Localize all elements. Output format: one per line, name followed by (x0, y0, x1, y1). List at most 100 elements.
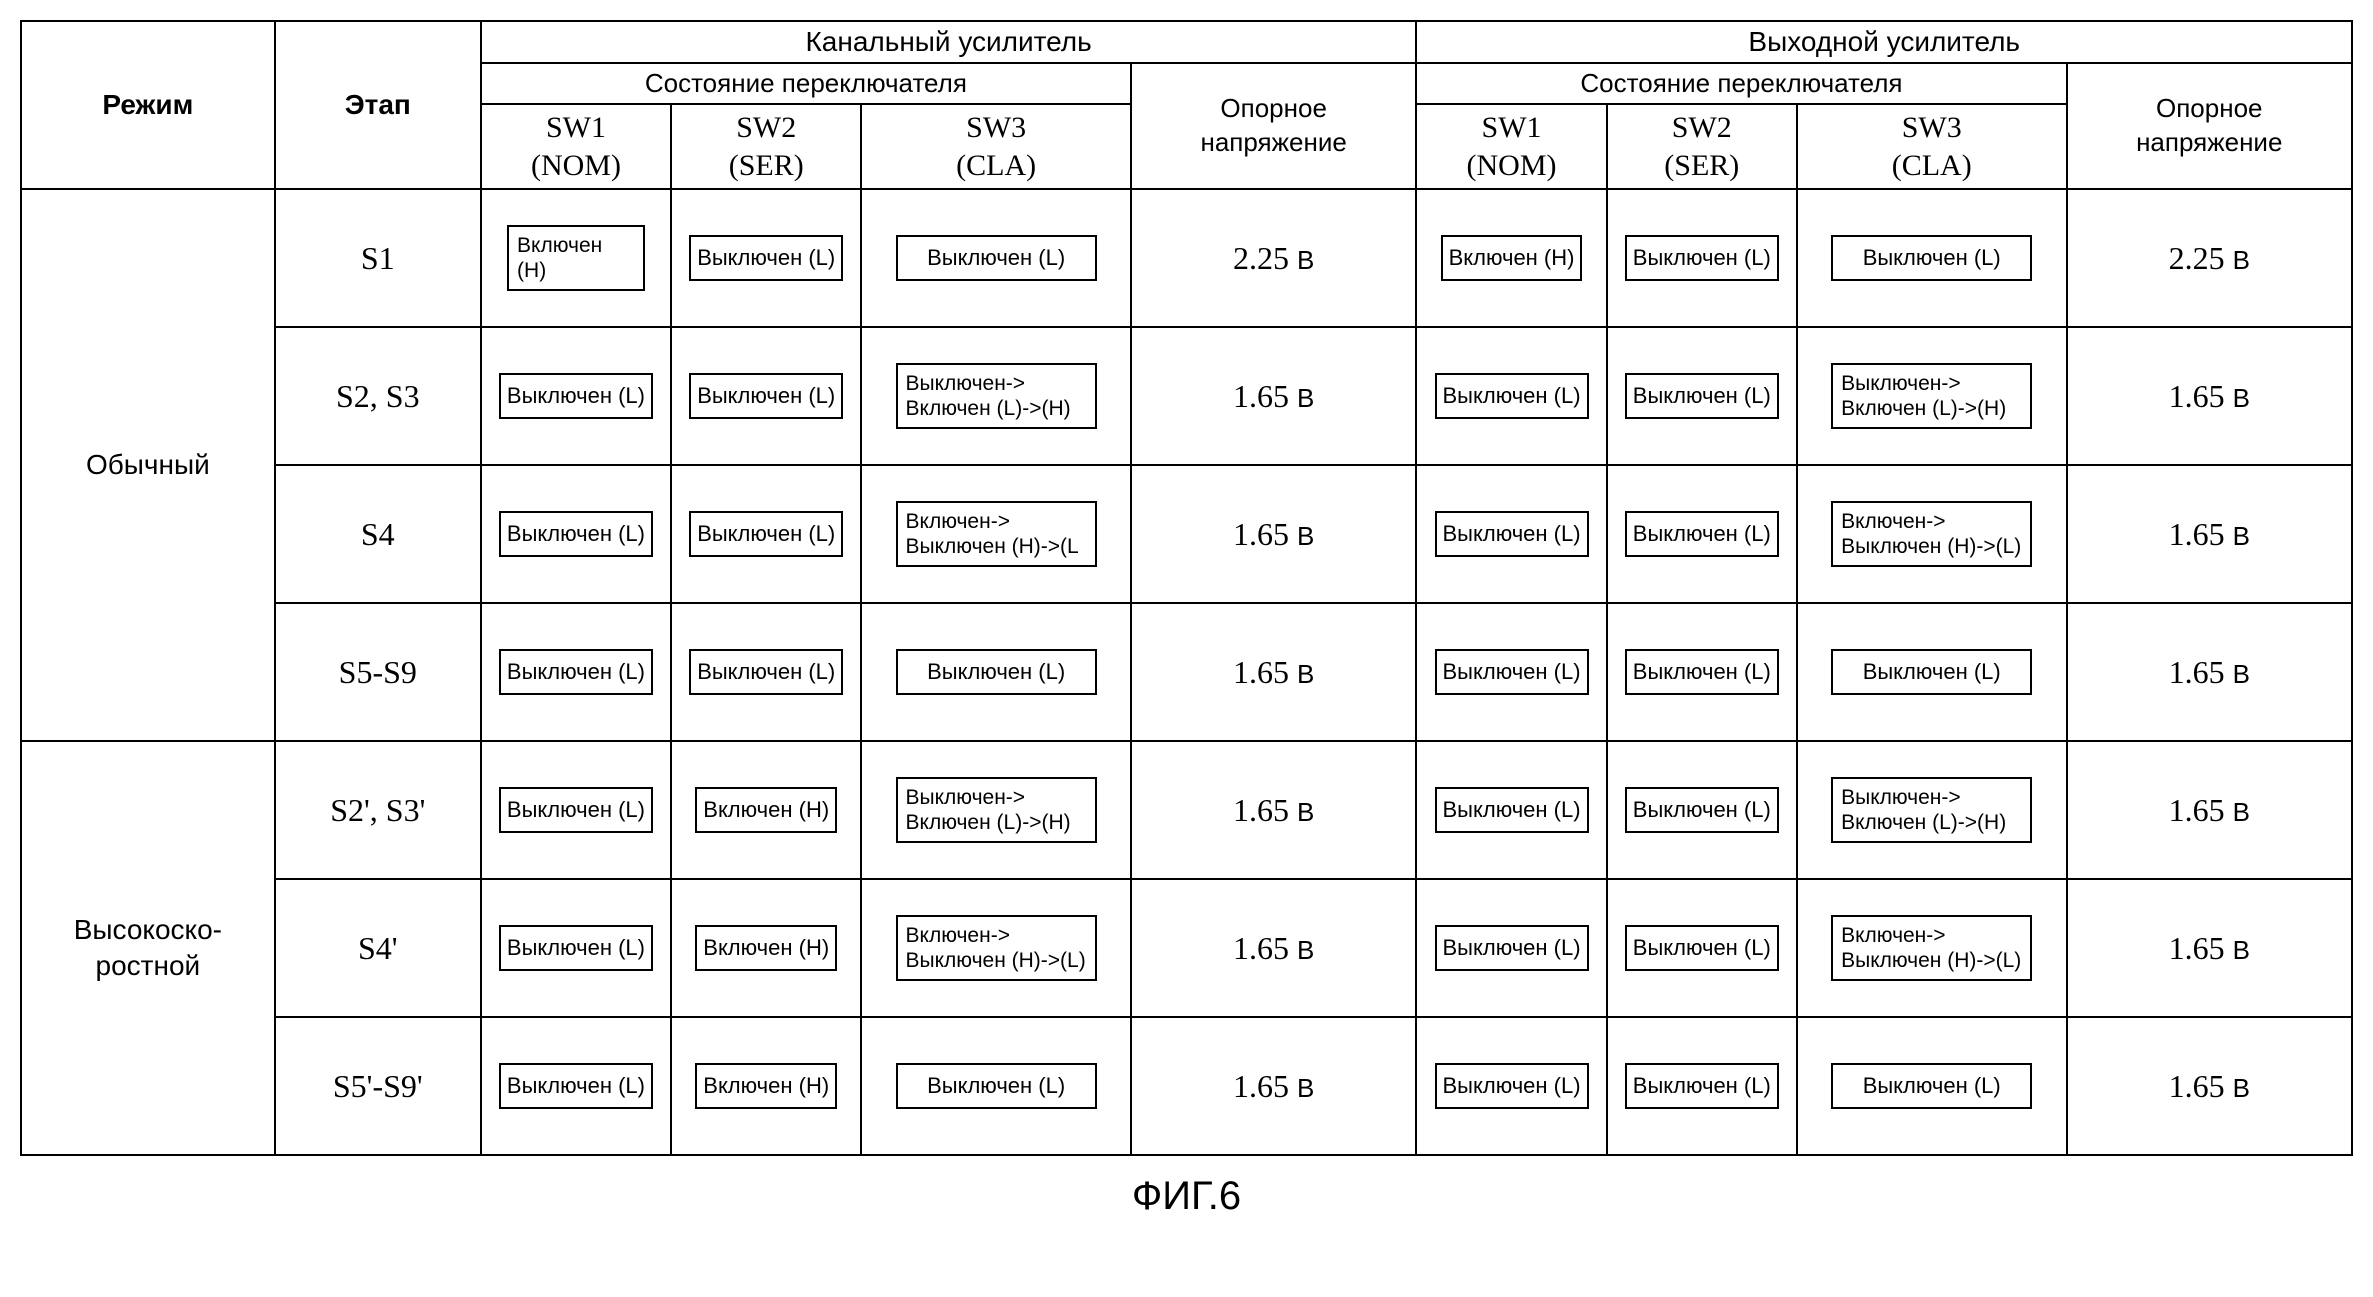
stage-cell: S1 (275, 189, 481, 327)
table-cell: Выключен (L) (1607, 327, 1797, 465)
value-box: Выключен (L) (499, 373, 653, 419)
ref-value: 1.65 (2169, 792, 2233, 828)
table-cell: Включен->Выключен (H)->(L) (1797, 879, 2067, 1017)
header-out-sw1: SW1 (NOM) (1416, 104, 1606, 189)
ref-value: 2.25 (2169, 240, 2233, 276)
ref-value: 2.25 (1233, 240, 1297, 276)
header-stage: Этап (275, 21, 481, 189)
sw1-sub: (NOM) (531, 149, 621, 182)
table-cell: Включен (H) (671, 879, 861, 1017)
ref-value: 1.65 (2169, 930, 2233, 966)
value-box: Выключен (L) (499, 649, 653, 695)
table-cell: Выключен->Включен (L)->(H) (1797, 327, 2067, 465)
value-box: Выключен (L) (499, 787, 653, 833)
ref-voltage-cell: 1.65 В (1131, 1017, 1416, 1155)
ref-voltage-cell: 1.65 В (1131, 327, 1416, 465)
ref-value: 1.65 (2169, 516, 2233, 552)
value-box: Выключен (L) (1831, 235, 2032, 281)
table-cell: Выключен (L) (481, 879, 671, 1017)
ref-unit: В (1297, 935, 1314, 965)
value-box: Выключен->Включен (L)->(H) (1831, 363, 2032, 429)
table-cell: Выключен (L) (1416, 879, 1606, 1017)
ref-voltage-cell: 1.65 В (2067, 465, 2353, 603)
value-box: Включен->Выключен (H)->(L (896, 501, 1097, 567)
table-cell: Выключен (L) (1416, 603, 1606, 741)
sw2-sub: (SER) (729, 149, 804, 182)
ref-unit: В (2233, 521, 2250, 551)
ref-unit: В (1297, 245, 1314, 275)
table-cell: Включен->Выключен (H)->(L) (861, 879, 1131, 1017)
header-out-sw2: SW2 (SER) (1607, 104, 1797, 189)
ref-voltage-cell: 1.65 В (1131, 741, 1416, 879)
value-box: Выключен (L) (689, 235, 843, 281)
header-out-ref: Опорное напряжение (2067, 63, 2353, 189)
stage-cell: S5'-S9' (275, 1017, 481, 1155)
header-ch-sw-state: Состояние переключателя (481, 63, 1131, 104)
header-ch-sw1: SW1 (NOM) (481, 104, 671, 189)
table-cell: Выключен (L) (671, 465, 861, 603)
header-mode: Режим (21, 21, 275, 189)
ref-voltage-cell: 1.65 В (2067, 741, 2353, 879)
sw2-sub: (SER) (1664, 149, 1739, 182)
table-cell: Выключен (L) (1607, 603, 1797, 741)
ref-value: 1.65 (1233, 792, 1297, 828)
ref-voltage-cell: 1.65 В (2067, 1017, 2353, 1155)
table-cell: Выключен (L) (1797, 189, 2067, 327)
value-box: Выключен (L) (1625, 511, 1779, 557)
ref-value: 1.65 (1233, 930, 1297, 966)
table-row: S5'-S9'Выключен (L)Включен (H)Выключен (… (21, 1017, 2352, 1155)
table-cell: Выключен (L) (861, 1017, 1131, 1155)
ref-value: 1.65 (2169, 378, 2233, 414)
table-row: Высокоско-ростнойS2', S3'Выключен (L)Вкл… (21, 741, 2352, 879)
value-box: Включен (H) (695, 925, 837, 971)
ref-unit: В (1297, 383, 1314, 413)
ref-voltage-cell: 1.65 В (2067, 327, 2353, 465)
table-cell: Выключен (L) (481, 741, 671, 879)
ref-unit: В (1297, 659, 1314, 689)
table-cell: Выключен (L) (671, 603, 861, 741)
value-box: Выключен (L) (1831, 1063, 2032, 1109)
table-cell: Выключен (L) (1607, 741, 1797, 879)
value-box: Выключен (L) (499, 1063, 653, 1109)
sw3-label: SW3 (1902, 111, 1962, 144)
sw3-sub: (CLA) (956, 149, 1036, 182)
value-box: Выключен (L) (1831, 649, 2032, 695)
ref-voltage-cell: 1.65 В (2067, 603, 2353, 741)
table-cell: Выключен (L) (1416, 327, 1606, 465)
sw2-label: SW2 (736, 111, 796, 144)
table-cell: Выключен (L) (1607, 1017, 1797, 1155)
stage-cell: S4' (275, 879, 481, 1017)
table-cell: Выключен (L) (1797, 603, 2067, 741)
value-box: Включен->Выключен (H)->(L) (896, 915, 1097, 981)
ref-value: 1.65 (1233, 1068, 1297, 1104)
stage-cell: S4 (275, 465, 481, 603)
value-box: Выключен (L) (1435, 787, 1589, 833)
ref-unit: В (2233, 659, 2250, 689)
header-output-amp: Выходной усилитель (1416, 21, 2352, 63)
ref-unit: В (2233, 935, 2250, 965)
header-ref-line2: напряжение (2136, 127, 2282, 157)
value-box: Выключен (L) (689, 373, 843, 419)
mode-cell-normal: Обычный (21, 189, 275, 741)
table-cell: Выключен (L) (1607, 189, 1797, 327)
value-box: Выключен (L) (1435, 649, 1589, 695)
table-row: S2, S3Выключен (L)Выключен (L)Выключен->… (21, 327, 2352, 465)
ref-value: 1.65 (2169, 654, 2233, 690)
table-cell: Выключен (L) (481, 465, 671, 603)
header-ch-sw2: SW2 (SER) (671, 104, 861, 189)
table-cell: Выключен->Включен (L)->(H) (861, 327, 1131, 465)
table-cell: Выключен (L) (481, 603, 671, 741)
table-cell: Включен (H) (671, 741, 861, 879)
ref-voltage-cell: 2.25 В (2067, 189, 2353, 327)
value-box: Выключен (L) (896, 649, 1097, 695)
table-cell: Выключен (L) (671, 327, 861, 465)
ref-unit: В (1297, 1073, 1314, 1103)
table-cell: Выключен->Включен (L)->(H) (861, 741, 1131, 879)
value-box: Выключен (L) (1625, 1063, 1779, 1109)
table-cell: Включен (H) (1416, 189, 1606, 327)
header-out-sw-state: Состояние переключателя (1416, 63, 2066, 104)
ref-voltage-cell: 1.65 В (2067, 879, 2353, 1017)
header-out-sw3: SW3 (CLA) (1797, 104, 2067, 189)
value-box: Выключен (L) (1625, 787, 1779, 833)
table-cell: Включен(H) (481, 189, 671, 327)
